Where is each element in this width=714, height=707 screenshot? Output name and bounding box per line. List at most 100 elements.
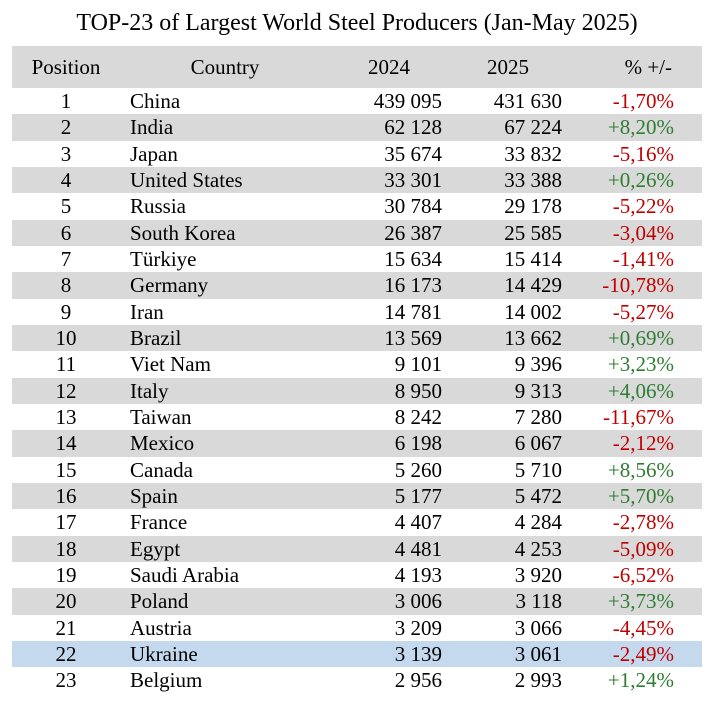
table-row: 9 Iran 14 781 14 002 -5,27% [12,299,702,325]
value-2024-cell: 15 634 [330,246,448,272]
value-2025-cell: 29 178 [448,193,568,219]
header-2025: 2025 [448,46,568,88]
value-2025-cell: 14 002 [448,299,568,325]
country-cell: Egypt [120,536,330,562]
change-cell: +3,23% [568,351,702,377]
value-2025-cell: 14 429 [448,272,568,298]
header-change: % +/- [568,46,702,88]
position-cell: 21 [12,615,120,641]
position-cell: 9 [12,299,120,325]
table-row: 13 Taiwan 8 242 7 280 -11,67% [12,404,702,430]
value-2024-cell: 35 674 [330,141,448,167]
value-2024-cell: 6 198 [330,430,448,456]
change-cell: +4,06% [568,378,702,404]
value-2025-cell: 13 662 [448,325,568,351]
value-2025-cell: 3 061 [448,641,568,667]
country-cell: Belgium [120,667,330,693]
change-cell: +3,73% [568,588,702,614]
change-cell: -2,12% [568,430,702,456]
value-2024-cell: 8 242 [330,404,448,430]
country-cell: India [120,114,330,140]
change-cell: -4,45% [568,615,702,641]
country-cell: Poland [120,588,330,614]
position-cell: 15 [12,457,120,483]
change-cell: +0,69% [568,325,702,351]
table-row: 12 Italy 8 950 9 313 +4,06% [12,378,702,404]
value-2025-cell: 4 284 [448,509,568,535]
table-row: 14 Mexico 6 198 6 067 -2,12% [12,430,702,456]
value-2024-cell: 26 387 [330,220,448,246]
value-2024-cell: 4 481 [330,536,448,562]
value-2024-cell: 8 950 [330,378,448,404]
position-cell: 11 [12,351,120,377]
change-cell: +1,24% [568,667,702,693]
country-cell: China [120,88,330,114]
position-cell: 10 [12,325,120,351]
country-cell: Canada [120,457,330,483]
change-cell: -6,52% [568,562,702,588]
position-cell: 3 [12,141,120,167]
table-header-row: Position Country 2024 2025 % +/- [12,46,702,88]
value-2024-cell: 9 101 [330,351,448,377]
header-2024: 2024 [330,46,448,88]
country-cell: Italy [120,378,330,404]
country-cell: Germany [120,272,330,298]
country-cell: Brazil [120,325,330,351]
position-cell: 4 [12,167,120,193]
value-2025-cell: 3 920 [448,562,568,588]
value-2025-cell: 2 993 [448,667,568,693]
change-cell: -5,09% [568,536,702,562]
change-cell: -5,27% [568,299,702,325]
table-title: TOP-23 of Largest World Steel Producers … [0,8,714,38]
value-2025-cell: 25 585 [448,220,568,246]
change-cell: +8,20% [568,114,702,140]
table-row: 5 Russia 30 784 29 178 -5,22% [12,193,702,219]
table-row: 4 United States 33 301 33 388 +0,26% [12,167,702,193]
table-body: 1 China 439 095 431 630 -1,70% 2 India 62 128 67… [12,88,702,694]
value-2024-cell: 14 781 [330,299,448,325]
position-cell: 13 [12,404,120,430]
country-cell: Viet Nam [120,351,330,377]
position-cell: 7 [12,246,120,272]
country-cell: Ukraine [120,641,330,667]
change-cell: -1,41% [568,246,702,272]
value-2024-cell: 4 193 [330,562,448,588]
header-country: Country [120,46,330,88]
value-2025-cell: 6 067 [448,430,568,456]
country-cell: South Korea [120,220,330,246]
table-row: 15 Canada 5 260 5 710 +8,56% [12,457,702,483]
value-2025-cell: 3 066 [448,615,568,641]
table-row: 19 Saudi Arabia 4 193 3 920 -6,52% [12,562,702,588]
value-2024-cell: 4 407 [330,509,448,535]
value-2024-cell: 5 260 [330,457,448,483]
country-cell: France [120,509,330,535]
table-row: 6 South Korea 26 387 25 585 -3,04% [12,220,702,246]
table-row: 16 Spain 5 177 5 472 +5,70% [12,483,702,509]
position-cell: 14 [12,430,120,456]
position-cell: 8 [12,272,120,298]
value-2024-cell: 439 095 [330,88,448,114]
change-cell: +8,56% [568,457,702,483]
country-cell: Austria [120,615,330,641]
table-row: 1 China 439 095 431 630 -1,70% [12,88,702,114]
value-2025-cell: 9 313 [448,378,568,404]
table-row: 23 Belgium 2 956 2 993 +1,24% [12,667,702,693]
table-row: 8 Germany 16 173 14 429 -10,78% [12,272,702,298]
value-2025-cell: 7 280 [448,404,568,430]
value-2025-cell: 4 253 [448,536,568,562]
value-2024-cell: 62 128 [330,114,448,140]
table-row: 20 Poland 3 006 3 118 +3,73% [12,588,702,614]
value-2025-cell: 9 396 [448,351,568,377]
value-2024-cell: 3 209 [330,615,448,641]
value-2024-cell: 16 173 [330,272,448,298]
value-2025-cell: 33 388 [448,167,568,193]
value-2025-cell: 67 224 [448,114,568,140]
value-2024-cell: 30 784 [330,193,448,219]
value-2025-cell: 5 472 [448,483,568,509]
position-cell: 23 [12,667,120,693]
table-row: 21 Austria 3 209 3 066 -4,45% [12,615,702,641]
country-cell: Russia [120,193,330,219]
value-2024-cell: 3 139 [330,641,448,667]
value-2025-cell: 431 630 [448,88,568,114]
change-cell: +5,70% [568,483,702,509]
